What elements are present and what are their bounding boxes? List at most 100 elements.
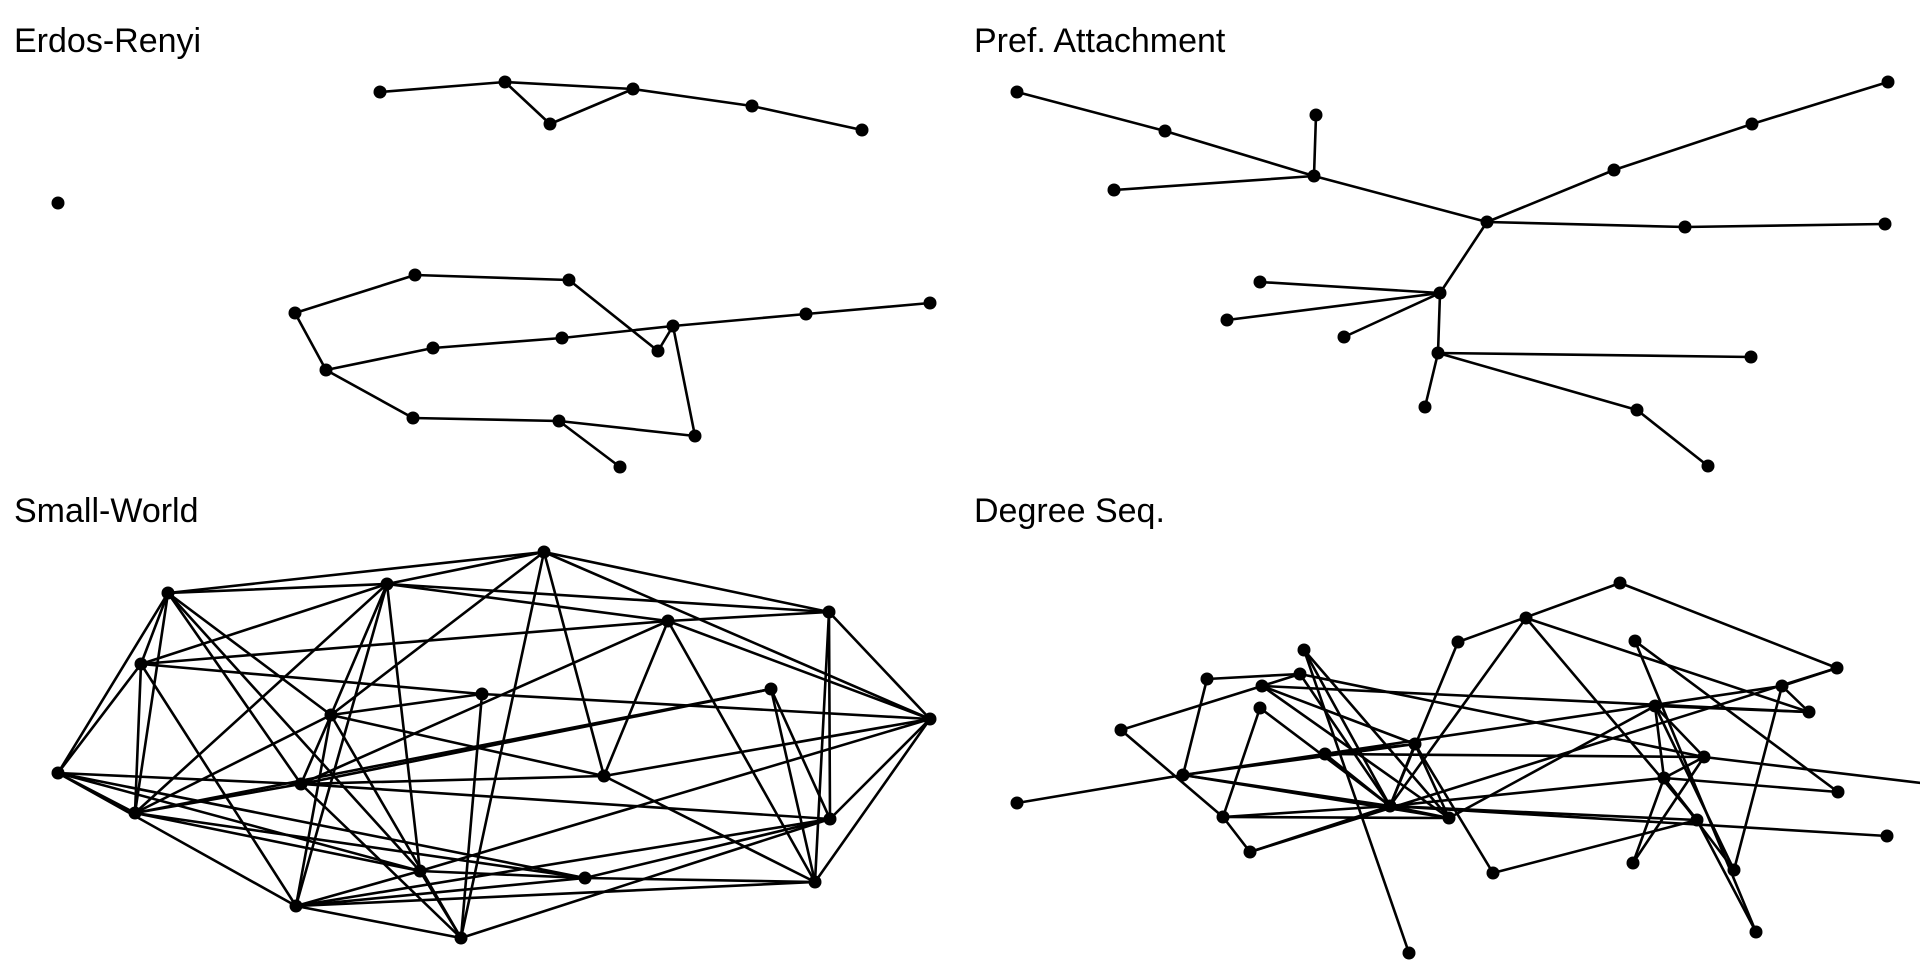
graph-node [1402, 946, 1416, 960]
graph-edge [1342, 291, 1442, 339]
graph-edge [769, 687, 817, 884]
graph-edge [548, 87, 635, 126]
graph-node [1451, 635, 1465, 649]
graph-node [288, 306, 302, 320]
graph-edge [299, 619, 670, 786]
graph-edge [299, 774, 606, 786]
graph-node [426, 341, 440, 355]
graph-node [1431, 346, 1445, 360]
graph-node [128, 806, 142, 820]
graph-edge [1447, 704, 1657, 820]
graph-node [822, 605, 836, 619]
graph-edge [385, 582, 831, 614]
graph-node [764, 682, 778, 696]
graph-edge [1662, 776, 1699, 822]
graph-node [1253, 275, 1267, 289]
graph-edge [329, 713, 606, 778]
graph-edge [56, 771, 587, 880]
graph-edge [1119, 728, 1225, 819]
graph-edge [139, 619, 670, 666]
nodes [1010, 576, 1894, 960]
graph-edge [385, 582, 422, 873]
nodes [1010, 75, 1895, 473]
graph-node [51, 766, 65, 780]
graph-edge [133, 782, 303, 815]
graph-node [406, 411, 420, 425]
graph-edge [1260, 684, 1451, 820]
erdos-renyi-graph [51, 75, 937, 474]
graph-edge [385, 582, 670, 623]
graph-edge [1221, 804, 1392, 819]
graph-node [1486, 866, 1500, 880]
graph-edge [750, 104, 864, 132]
graph-node [808, 875, 822, 889]
graph-node [552, 414, 566, 428]
graph-edge [329, 582, 389, 717]
graph-node [1318, 747, 1332, 761]
graph-node [413, 864, 427, 878]
graph-edge [299, 782, 463, 940]
graph-edge [329, 550, 546, 717]
graph-node [1200, 672, 1214, 686]
graph-node [1337, 330, 1351, 344]
erdos-renyi-panel: Erdos-Renyi [0, 0, 960, 474]
panel-title: Pref. Attachment [974, 22, 1226, 60]
panel-title: Degree Seq. [974, 492, 1165, 530]
graph-edge [459, 550, 546, 940]
graph-node [1878, 217, 1892, 231]
graph-node [799, 307, 813, 321]
nodes [51, 75, 937, 474]
graph-edge [602, 774, 817, 884]
graph-edge [602, 717, 932, 778]
graph-node [626, 82, 640, 96]
graph-node [1010, 796, 1024, 810]
graph-edge [1485, 168, 1616, 224]
graph-node [1613, 576, 1627, 590]
graph-node [1648, 699, 1662, 713]
graph-node [1701, 459, 1715, 473]
graph-edge [418, 869, 463, 940]
graph-edge [166, 550, 546, 595]
edges [1015, 581, 1920, 955]
graph-edge [299, 687, 773, 786]
graph-node [1253, 701, 1267, 715]
graph-edge [583, 876, 817, 884]
graph-edge [139, 662, 298, 908]
graph-edge [1423, 351, 1440, 409]
graph-edge [1302, 648, 1392, 808]
graph-edge [1683, 222, 1887, 229]
graph-edge [1323, 752, 1392, 808]
graph-edge [1631, 755, 1706, 865]
graph-edge [56, 662, 143, 775]
nodes [51, 545, 937, 945]
graph-node [1114, 723, 1128, 737]
graph-edge [1260, 672, 1302, 688]
graph-edge [166, 591, 303, 786]
graph-node [613, 460, 627, 474]
graph-edge [1653, 704, 1666, 780]
graph-node [319, 363, 333, 377]
graph-edge [1181, 677, 1209, 777]
graph-edge [813, 717, 932, 884]
graph-node [1220, 313, 1234, 327]
graph-edge [139, 591, 170, 666]
graph-node [1309, 108, 1323, 122]
graph-node [1433, 286, 1447, 300]
graph-node [1630, 403, 1644, 417]
graph-edge [1015, 90, 1167, 133]
graph-edge [1436, 351, 1639, 412]
graph-node [1697, 750, 1711, 764]
graph-node [1727, 863, 1741, 877]
graph-edge [133, 811, 422, 873]
graph-node [1418, 400, 1432, 414]
graph-edge [1302, 648, 1451, 820]
graph-edge [1298, 672, 1392, 808]
graph-edge [1323, 742, 1417, 756]
graph-node [1519, 611, 1533, 625]
graph-node [1744, 350, 1758, 364]
graph-node [161, 586, 175, 600]
graph-edge [299, 782, 832, 821]
graph-edge [1633, 639, 1758, 934]
graph-edge [1732, 684, 1784, 872]
graph-node [555, 331, 569, 345]
